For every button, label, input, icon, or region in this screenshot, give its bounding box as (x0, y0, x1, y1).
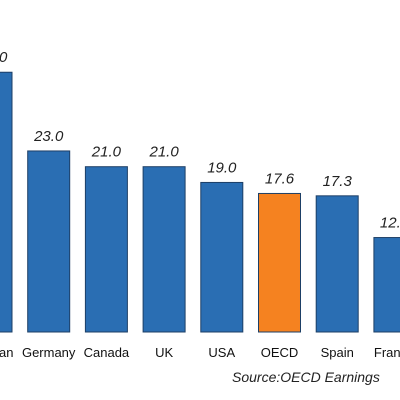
value-label: 0 (0, 49, 8, 66)
bar (315, 195, 359, 333)
value-label: 17.3 (323, 173, 353, 190)
x-tick-label: USA (208, 345, 235, 360)
bar (200, 181, 244, 333)
bar (0, 71, 13, 333)
bar (373, 237, 400, 333)
x-tick-label: Fran (374, 345, 400, 360)
x-tick-label: Spain (321, 345, 354, 360)
bar (84, 166, 128, 333)
value-label: 21.0 (91, 144, 122, 161)
value-label: 19.0 (207, 159, 237, 176)
x-tick-label: UK (155, 345, 173, 360)
bar (142, 166, 186, 333)
x-tick-label: Germany (22, 345, 76, 360)
bar (27, 150, 71, 333)
x-tick-label: Canada (84, 345, 130, 360)
value-label: 17.6 (265, 170, 295, 187)
value-label: 23.0 (33, 128, 64, 145)
value-label: 21.0 (148, 144, 179, 161)
x-tick-label: an (0, 345, 13, 360)
bar (258, 192, 301, 333)
value-label: 12. (380, 215, 400, 232)
source-note: Source:OECD Earnings (232, 369, 380, 385)
x-tick-label: OECD (261, 345, 299, 360)
